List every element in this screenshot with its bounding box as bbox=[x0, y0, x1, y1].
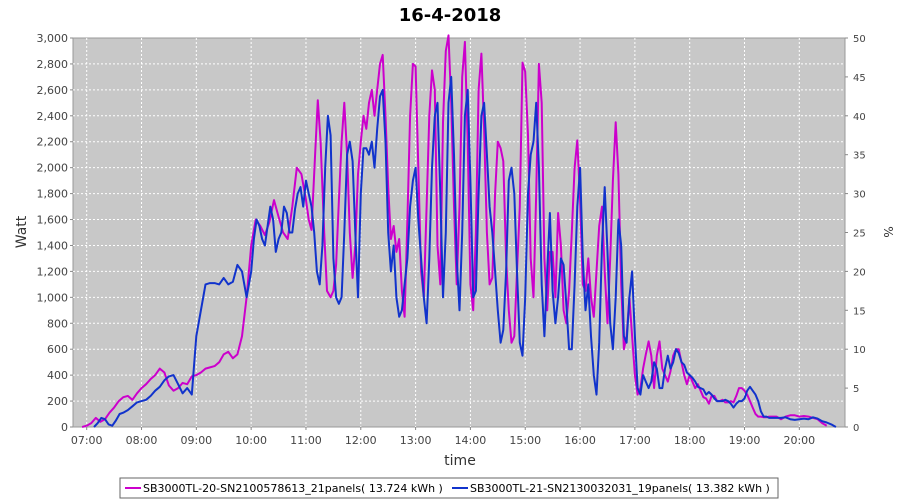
x-tick-label: 08:00 bbox=[126, 434, 158, 447]
y2-tick-label: 45 bbox=[853, 73, 866, 84]
x-tick-label: 13:00 bbox=[400, 434, 432, 447]
x-tick-label: 16:00 bbox=[564, 434, 596, 447]
x-tick-label: 18:00 bbox=[674, 434, 706, 447]
y2-tick-label: 20 bbox=[853, 267, 866, 278]
y-tick-label: 2,400 bbox=[37, 110, 69, 123]
y-tick-label: 2,200 bbox=[37, 136, 69, 149]
x-tick-label: 14:00 bbox=[455, 434, 487, 447]
y2-tick-label: 5 bbox=[853, 384, 859, 395]
y2-tick-label: 35 bbox=[853, 151, 866, 162]
y-tick-label: 1,200 bbox=[37, 265, 69, 278]
y-tick-label: 1,800 bbox=[37, 188, 69, 201]
x-axis-label: time bbox=[444, 453, 476, 469]
y-tick-label: 2,600 bbox=[37, 84, 69, 97]
legend-label-series-1: SB3000TL-20-SN2100578613_21panels( 13.72… bbox=[143, 482, 443, 495]
y2-tick-label: 30 bbox=[853, 190, 866, 201]
y2-tick-label: 25 bbox=[853, 229, 866, 240]
legend-box bbox=[119, 477, 779, 499]
x-tick-label: 20:00 bbox=[783, 434, 815, 447]
y2-axis-label: % bbox=[881, 226, 895, 237]
y2-tick-label: 0 bbox=[853, 423, 859, 434]
y-tick-label: 2,000 bbox=[37, 162, 69, 175]
y-tick-label: 1,400 bbox=[37, 239, 69, 252]
y-tick-label: 1,000 bbox=[37, 291, 69, 304]
x-tick-label: 12:00 bbox=[345, 434, 377, 447]
x-tick-label: 17:00 bbox=[619, 434, 651, 447]
x-tick-label: 09:00 bbox=[180, 434, 212, 447]
x-tick-label: 11:00 bbox=[290, 434, 322, 447]
y-tick-label: 2,800 bbox=[37, 58, 69, 71]
x-axis-ticks: 07:00 08:00 09:00 10:00 11:00 12:00 13:00 14:00… bbox=[71, 427, 815, 447]
y-tick-label: 400 bbox=[47, 369, 68, 382]
series-line-2 bbox=[93, 75, 837, 428]
legend-label-series-2: SB3000TL-21-SN2130032031_19panels( 13.38… bbox=[470, 482, 770, 495]
y2-tick-label: 15 bbox=[853, 306, 866, 317]
legend: SB3000TL-20-SN2100578613_21panels( 13.72… bbox=[119, 477, 779, 499]
y2-tick-label: 40 bbox=[853, 112, 866, 123]
y-tick-label: 800 bbox=[47, 317, 68, 330]
y2-tick-label: 10 bbox=[853, 345, 866, 356]
y-axis-label: Watt bbox=[14, 215, 30, 248]
series-lines bbox=[81, 34, 837, 428]
y-tick-label: 0 bbox=[61, 421, 68, 434]
x-tick-label: 19:00 bbox=[729, 434, 761, 447]
y-axis-ticks: 0 200 400 600 800 1,000 1,200 1,400 1,600 1,800 2,… bbox=[37, 32, 73, 434]
chart-title: 16-4-2018 bbox=[399, 5, 502, 26]
y2-axis-ticks: 0 5 10 15 20 25 30 35 40 45 50 bbox=[845, 34, 866, 434]
x-tick-label: 07:00 bbox=[71, 434, 103, 447]
y-tick-label: 1,600 bbox=[37, 214, 69, 227]
x-tick-label: 10:00 bbox=[235, 434, 267, 447]
y-tick-label: 3,000 bbox=[37, 32, 69, 45]
y2-tick-label: 50 bbox=[853, 34, 866, 45]
x-tick-label: 15:00 bbox=[509, 434, 541, 447]
y-tick-label: 200 bbox=[47, 395, 68, 408]
y-tick-label: 600 bbox=[47, 343, 68, 356]
